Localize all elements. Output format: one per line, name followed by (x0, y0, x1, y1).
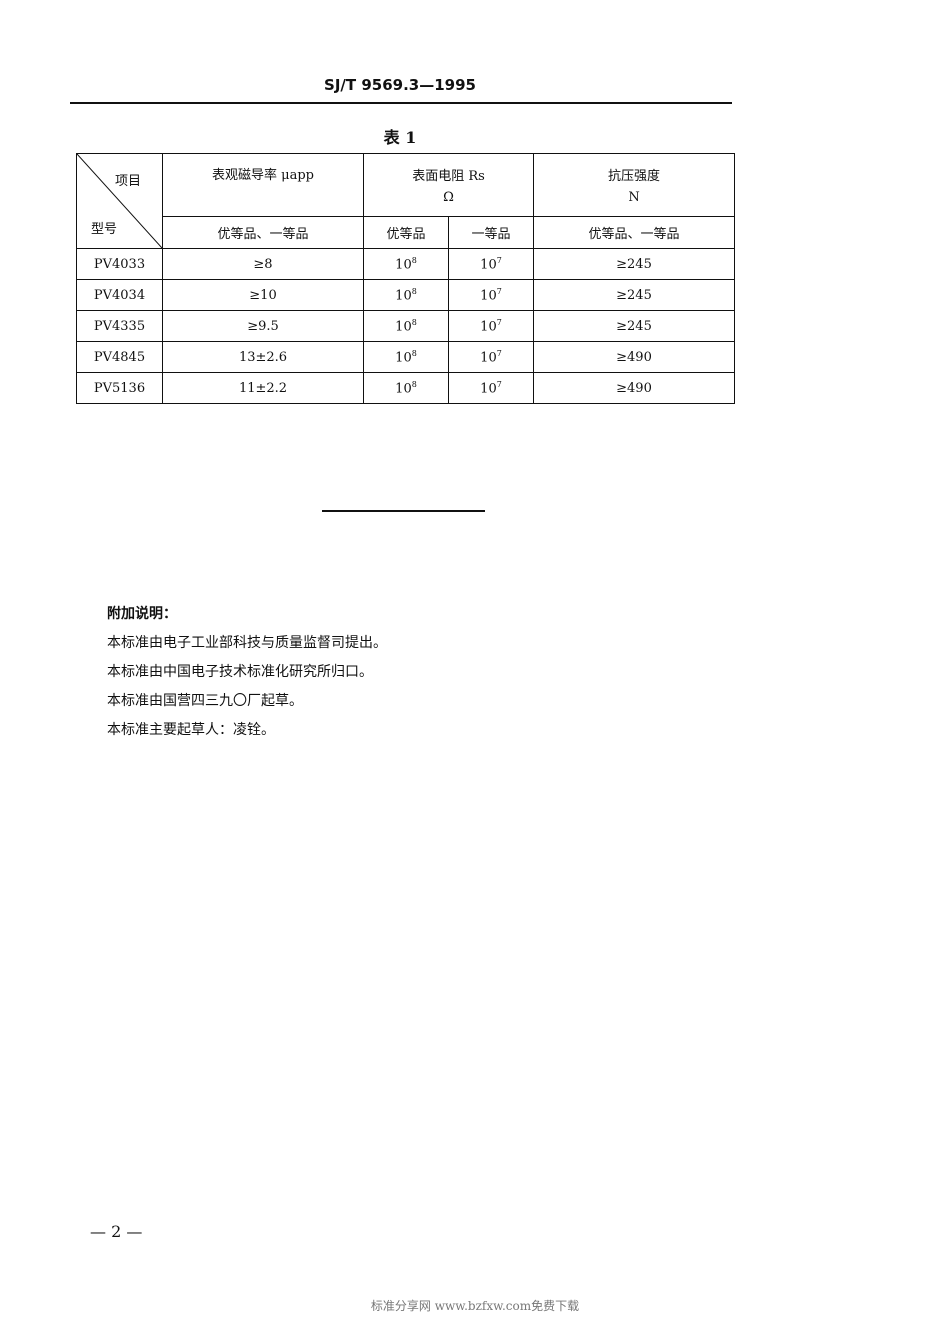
notes-heading: 附加说明： (107, 606, 177, 622)
exponent: 7 (496, 379, 502, 389)
res-first-cell: 107 (448, 248, 534, 280)
strength-cell: ≥490 (533, 372, 735, 404)
base: 10 (395, 257, 412, 273)
base: 10 (395, 288, 412, 304)
corner-bottom-label: 型号 (91, 222, 118, 237)
table-row: PV4845 13±2.6 108 107 ≥490 (76, 341, 735, 373)
exponent: 8 (411, 348, 417, 358)
permeability-cell: ≥9.5 (162, 310, 364, 342)
table-row: PV5136 11±2.2 108 107 ≥490 (76, 372, 735, 404)
header-rule (70, 102, 732, 104)
note-line: 本标准由国营四三九〇厂起草。 (107, 693, 303, 709)
table-row: PV4034 ≥10 108 107 ≥245 (76, 279, 735, 311)
subheader-strength: 优等品、一等品 (533, 215, 735, 250)
permeability-cell: 13±2.6 (162, 341, 364, 373)
res-first-cell: 107 (448, 279, 534, 311)
corner-header-cell: 项目 型号 (76, 153, 163, 249)
model-cell: PV4845 (76, 341, 163, 373)
exponent: 8 (411, 286, 417, 296)
strength-cell: ≥245 (533, 310, 735, 342)
res-first-cell: 107 (448, 372, 534, 404)
strength-cell: ≥245 (533, 248, 735, 280)
model-cell: PV4033 (76, 248, 163, 280)
res-premium-cell: 108 (363, 310, 449, 342)
document-code: SJ/T 9569.3—1995 (324, 76, 476, 94)
base: 10 (480, 350, 497, 366)
resistance-unit: Ω (443, 189, 454, 205)
res-first-cell: 107 (448, 341, 534, 373)
base: 10 (480, 319, 497, 335)
res-first-cell: 107 (448, 310, 534, 342)
note-line: 本标准由电子工业部科技与质量监督司提出。 (107, 635, 387, 651)
subheader-res-first: 一等品 (448, 215, 534, 250)
strength-cell: ≥490 (533, 341, 735, 373)
base: 10 (480, 381, 497, 397)
model-cell: PV4034 (76, 279, 163, 311)
exponent: 7 (496, 255, 502, 265)
exponent: 8 (411, 255, 417, 265)
model-cell: PV5136 (76, 372, 163, 404)
subheader-res-premium: 优等品 (363, 215, 449, 250)
table-row: PV4033 ≥8 108 107 ≥245 (76, 248, 735, 280)
page-number: — 2 — (90, 1222, 143, 1241)
exponent: 7 (496, 317, 502, 327)
watermark: 标准分享网 www.bzfxw.com免费下载 (370, 1299, 580, 1313)
base: 10 (480, 288, 497, 304)
base: 10 (480, 257, 497, 273)
corner-top-label: 项目 (115, 174, 142, 189)
base: 10 (395, 381, 412, 397)
exponent: 8 (411, 379, 417, 389)
end-rule (322, 510, 485, 512)
header-permeability: 表观磁导率 μapp (162, 153, 364, 217)
exponent: 7 (496, 286, 502, 296)
permeability-cell: ≥10 (162, 279, 364, 311)
base: 10 (395, 350, 412, 366)
table-row: PV4335 ≥9.5 108 107 ≥245 (76, 310, 735, 342)
exponent: 8 (411, 317, 417, 327)
permeability-cell: 11±2.2 (162, 372, 364, 404)
strength-unit: N (628, 189, 640, 205)
res-premium-cell: 108 (363, 372, 449, 404)
resistance-label: 表面电阻 Rs (412, 168, 485, 184)
permeability-cell: ≥8 (162, 248, 364, 280)
spec-table: 项目 型号 表观磁导率 μapp 表面电阻 Rs Ω 抗压强度 N 优等品、一等… (76, 153, 735, 404)
table-title: 表 1 (383, 128, 417, 147)
model-cell: PV4335 (76, 310, 163, 342)
strength-cell: ≥245 (533, 279, 735, 311)
res-premium-cell: 108 (363, 248, 449, 280)
subheader-perm: 优等品、一等品 (162, 215, 364, 250)
header-strength: 抗压强度 N (533, 153, 735, 217)
strength-label: 抗压强度 (607, 168, 660, 184)
res-premium-cell: 108 (363, 279, 449, 311)
note-line: 本标准主要起草人：凌铨。 (107, 722, 275, 738)
base: 10 (395, 319, 412, 335)
exponent: 7 (496, 348, 502, 358)
res-premium-cell: 108 (363, 341, 449, 373)
note-line: 本标准由中国电子技术标准化研究所归口。 (107, 664, 373, 680)
header-resistance: 表面电阻 Rs Ω (363, 153, 534, 217)
diagonal-line (77, 154, 162, 248)
